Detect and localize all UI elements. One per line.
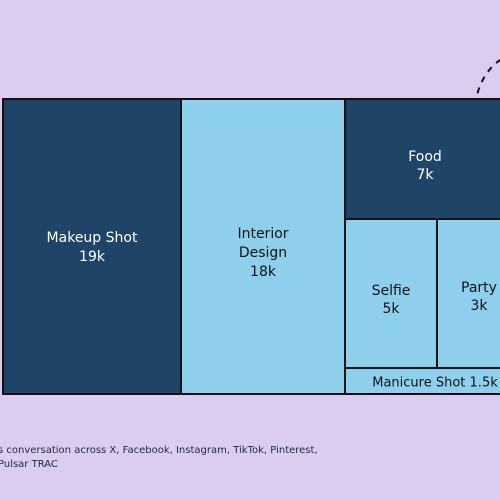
source-note-line-1: s conversation across X, Facebook, Insta… [0, 445, 318, 456]
tile-food: Food 7k [344, 98, 500, 220]
tile-rect [180, 98, 346, 395]
tile-value-label: 19k [79, 249, 106, 265]
tile-label: Selfie [372, 283, 411, 299]
tile-label: Party [461, 280, 497, 296]
tile-value-label: 3k [470, 298, 488, 314]
tile-manicure-shot: Manicure Shot 1.5k [344, 367, 500, 395]
tile-rect [344, 367, 500, 395]
tile-label: Makeup Shot [47, 230, 138, 246]
tile-value-label: 5k [382, 301, 400, 317]
tile-value-label: 18k [250, 264, 277, 280]
tile-label: Design [239, 245, 287, 261]
tile-selfie: Selfie 5k [344, 218, 438, 369]
source-note-line-2: Pulsar TRAC [0, 459, 58, 470]
tile-label: Interior [237, 226, 288, 242]
tile-label: Food [408, 149, 442, 165]
tile-makeup-shot: Makeup Shot 19k [2, 98, 182, 395]
tile-interior-design: Interior Design 18k [180, 98, 346, 395]
tile-value-label: 7k [416, 167, 434, 183]
tile-party: Party 3k [436, 218, 500, 369]
tile-rect [2, 98, 182, 395]
tile-rect [344, 98, 500, 220]
tile-label: Manicure Shot 1.5k [372, 376, 498, 391]
